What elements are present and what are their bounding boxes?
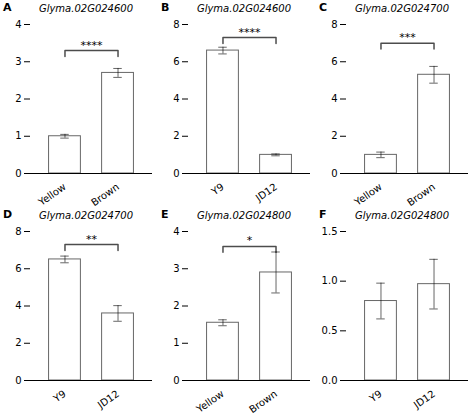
svg-text:0: 0 (173, 375, 179, 386)
svg-text:2: 2 (15, 93, 21, 104)
html-text:A: A (3, 1, 12, 14)
svg-text:Y9: Y9 (209, 181, 226, 198)
svg-text:Brown: Brown (405, 181, 437, 207)
html-text:F: F (319, 208, 327, 221)
svg-text:4: 4 (173, 226, 179, 237)
svg-text:**: ** (86, 233, 98, 246)
svg-text:Y9: Y9 (51, 388, 68, 405)
html-text:Glyma.02G024600: Glyma.02G024600 (196, 3, 292, 14)
html-text:C: C (319, 1, 328, 14)
svg-text:3: 3 (15, 56, 21, 67)
svg-text:Yellow: Yellow (352, 181, 384, 207)
svg-text:2: 2 (173, 300, 179, 311)
svg-text:6: 6 (331, 56, 337, 67)
html-text:Glyma.02G024700: Glyma.02G024700 (38, 210, 134, 221)
svg-text:4: 4 (331, 93, 337, 104)
svg-text:JD12: JD12 (253, 181, 279, 204)
svg-text:0: 0 (331, 168, 337, 179)
svg-text:3: 3 (173, 263, 179, 274)
svg-text:JD12: JD12 (411, 388, 437, 411)
svg-text:JD12: JD12 (95, 388, 121, 411)
html-text:Glyma.02G024800: Glyma.02G024800 (196, 210, 292, 221)
html-text:D: D (3, 208, 13, 221)
svg-text:0.5: 0.5 (322, 325, 338, 336)
svg-text:2: 2 (15, 337, 21, 348)
svg-text:6: 6 (15, 263, 21, 274)
svg-text:Brown: Brown (89, 181, 121, 207)
svg-text:8: 8 (173, 19, 179, 30)
svg-text:Y9: Y9 (367, 388, 384, 405)
svg-text:0: 0 (173, 168, 179, 179)
html-text:Glyma.02G024800: Glyma.02G024800 (354, 210, 450, 221)
svg-text:4: 4 (173, 93, 179, 104)
svg-text:Brown: Brown (247, 388, 279, 414)
svg-text:2: 2 (173, 130, 179, 141)
svg-text:1.0: 1.0 (322, 275, 338, 286)
svg-text:1.5: 1.5 (322, 226, 338, 237)
svg-text:4: 4 (15, 19, 21, 30)
svg-text:***: *** (399, 31, 416, 44)
svg-text:0: 0 (15, 375, 21, 386)
html-text:Glyma.02G024700: Glyma.02G024700 (354, 3, 450, 14)
svg-text:2: 2 (331, 130, 337, 141)
svg-text:6: 6 (173, 56, 179, 67)
svg-text:4: 4 (15, 300, 21, 311)
svg-text:Yellow: Yellow (36, 181, 68, 207)
svg-text:****: **** (239, 26, 262, 39)
svg-text:8: 8 (331, 19, 337, 30)
svg-text:0: 0 (15, 168, 21, 179)
html-text:E: E (161, 208, 169, 221)
svg-text:1: 1 (173, 337, 179, 348)
svg-text:1: 1 (15, 130, 21, 141)
svg-text:0.0: 0.0 (322, 375, 338, 386)
html-text:B: B (161, 1, 170, 14)
svg-text:****: **** (81, 39, 104, 52)
svg-text:*: * (247, 234, 253, 247)
svg-text:Yellow: Yellow (194, 388, 226, 414)
html-text:Glyma.02G024600: Glyma.02G024600 (38, 3, 134, 14)
svg-text:8: 8 (15, 226, 21, 237)
